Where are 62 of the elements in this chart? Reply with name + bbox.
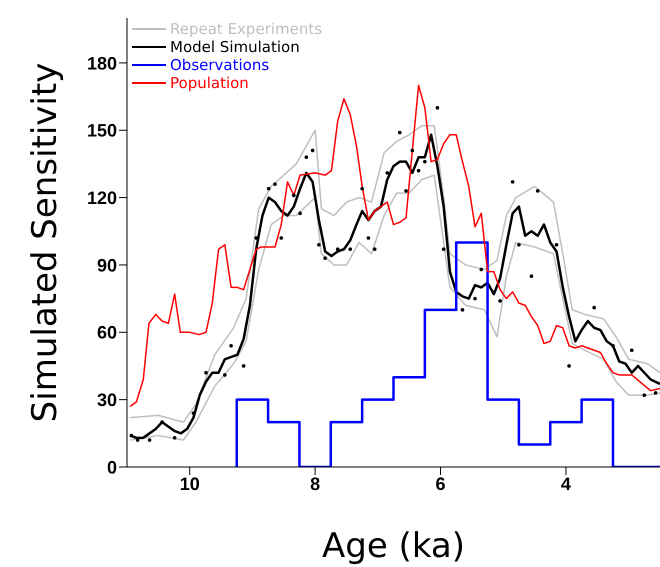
- point: [266, 186, 271, 190]
- point: [229, 344, 233, 348]
- point: [398, 130, 402, 134]
- x-tick-label: 4: [560, 474, 571, 494]
- point: [630, 348, 634, 352]
- legend-label: Model Simulation: [170, 38, 300, 56]
- point: [592, 306, 596, 310]
- point: [517, 242, 521, 247]
- point: [611, 344, 615, 348]
- point: [304, 155, 308, 159]
- point: [536, 189, 540, 193]
- y-tick-label: 30: [96, 390, 117, 410]
- point: [385, 171, 390, 175]
- point: [279, 236, 284, 240]
- point: [323, 256, 327, 260]
- point: [223, 373, 227, 377]
- point: [473, 296, 477, 300]
- point: [410, 148, 414, 152]
- point: [510, 180, 514, 184]
- legend-label: Population: [170, 74, 249, 92]
- point: [372, 247, 376, 252]
- point: [423, 160, 427, 164]
- point: [172, 436, 176, 440]
- point: [442, 247, 446, 252]
- point: [366, 236, 370, 240]
- x-axis-title: Age (ka): [322, 526, 466, 566]
- point: [242, 364, 246, 368]
- point: [404, 189, 408, 193]
- point: [530, 274, 534, 278]
- point: [130, 434, 134, 438]
- y-tick-label: 150: [86, 120, 117, 141]
- y-tick-label: 120: [86, 188, 117, 208]
- point: [336, 247, 340, 252]
- point: [642, 393, 646, 397]
- y-tick-label: 90: [96, 255, 117, 276]
- y-axis-title: Simulated Sensitivity: [25, 62, 66, 422]
- x-tick-label: 8: [310, 474, 320, 494]
- point: [292, 194, 296, 198]
- point: [148, 438, 152, 442]
- point: [348, 247, 352, 252]
- point: [360, 186, 364, 190]
- point: [273, 182, 277, 186]
- point: [317, 242, 321, 247]
- legend-label: Repeat Experiments: [170, 20, 322, 38]
- point: [567, 364, 571, 368]
- point: [498, 299, 502, 303]
- point: [554, 242, 558, 247]
- point: [479, 268, 484, 272]
- point: [654, 391, 658, 395]
- point: [416, 168, 420, 172]
- point: [436, 106, 440, 110]
- legend-label: Observations: [170, 56, 270, 74]
- point: [310, 148, 314, 152]
- point: [460, 308, 464, 312]
- x-tick-label: 6: [436, 474, 446, 494]
- y-tick-label: 180: [86, 53, 117, 74]
- x-tick-label: 10: [180, 474, 200, 494]
- point: [298, 212, 302, 216]
- point: [254, 236, 258, 240]
- point: [204, 370, 208, 375]
- y-tick-label: 0: [106, 457, 117, 478]
- y-tick-label: 60: [96, 322, 117, 343]
